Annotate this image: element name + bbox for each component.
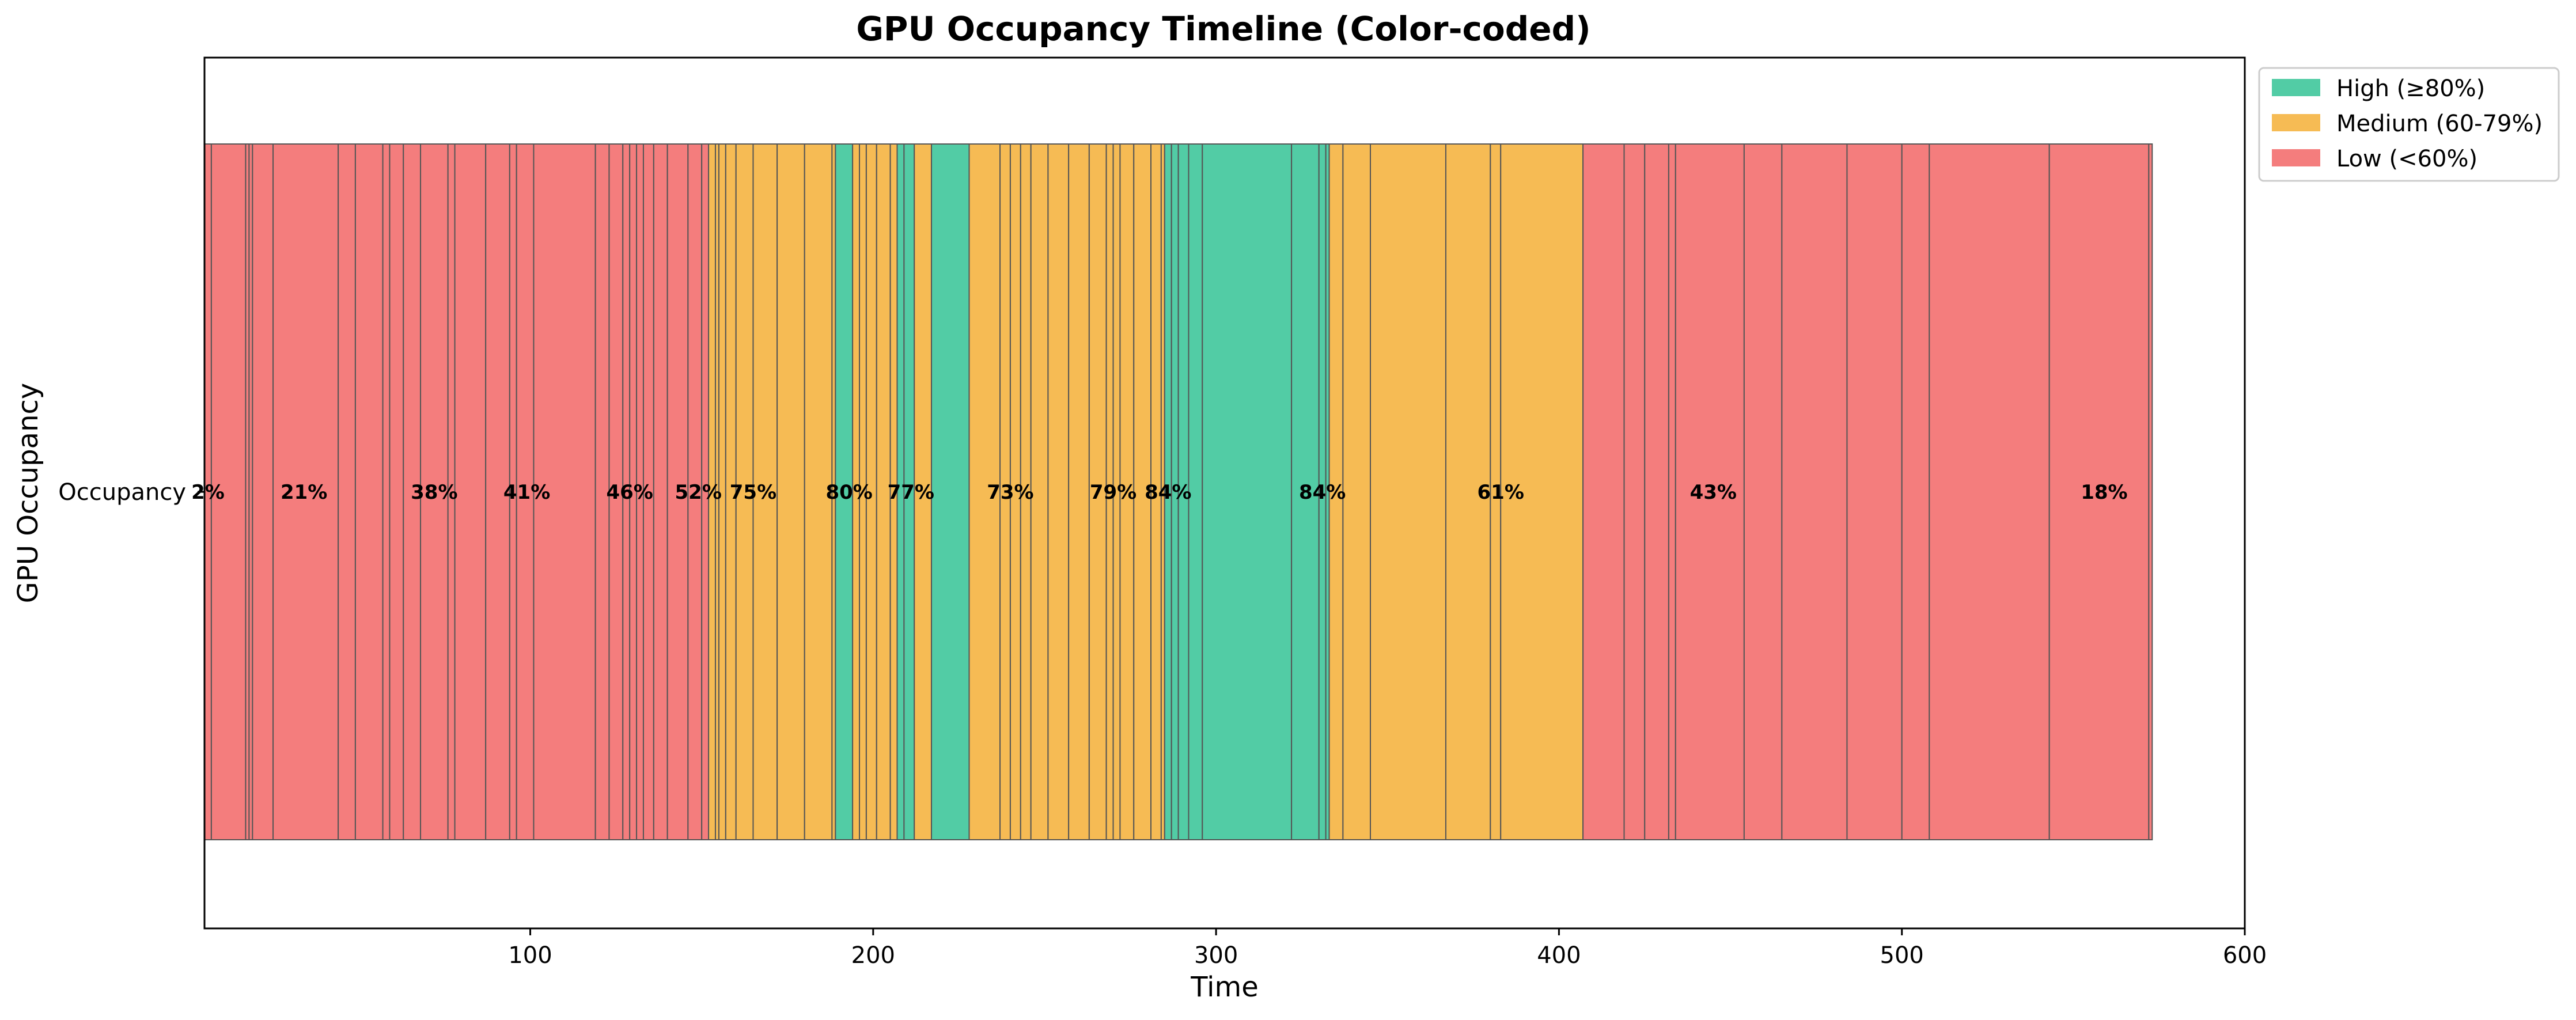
legend: High (≥80%) Medium (60-79%) Low (<60%) (2258, 67, 2560, 182)
occupancy-segment (666, 143, 689, 840)
segment-occupancy-label: 52% (675, 481, 722, 504)
occupancy-segment (931, 143, 970, 840)
legend-swatch-low (2272, 149, 2320, 166)
legend-label-low: Low (<60%) (2336, 146, 2477, 172)
occupancy-segment (1668, 143, 1676, 840)
segment-occupancy-label: 43% (1690, 481, 1737, 504)
occupancy-segments (204, 143, 2153, 840)
occupancy-segment (1133, 143, 1152, 840)
occupancy-segment (382, 143, 391, 840)
x-tick-label: 400 (1537, 942, 1581, 969)
occupancy-segment (2048, 143, 2150, 840)
occupancy-segment (968, 143, 1001, 840)
segment-occupancy-label: 77% (888, 481, 934, 504)
occupancy-segment (1901, 143, 1930, 840)
occupancy-segment (1929, 143, 2050, 840)
occupancy-segment (776, 143, 805, 840)
segment-occupancy-label: 80% (825, 481, 872, 504)
chart-title: GPU Occupancy Timeline (Color-coded) (856, 9, 1590, 48)
legend-swatch-high (2272, 79, 2320, 96)
occupancy-segment (1342, 143, 1371, 840)
segment-occupancy-label: 46% (606, 481, 653, 504)
segment-occupancy-label: 21% (281, 481, 327, 504)
occupancy-segment (1202, 143, 1293, 840)
occupancy-segment (252, 143, 274, 840)
x-tick-label: 300 (1194, 942, 1238, 969)
x-tick-label: 600 (2223, 942, 2267, 969)
y-category-label: Occupancy (58, 479, 186, 506)
segment-occupancy-label: 38% (411, 481, 457, 504)
legend-label-medium: Medium (60-79%) (2336, 111, 2543, 137)
occupancy-segment (1781, 143, 1848, 840)
occupancy-segment (272, 143, 339, 840)
occupancy-segment (454, 143, 487, 840)
occupancy-segment (533, 143, 596, 840)
occupancy-segment (2148, 143, 2153, 840)
occupancy-segment (1743, 143, 1783, 840)
legend-frame (2258, 67, 2560, 182)
segment-occupancy-label: 79% (1090, 481, 1137, 504)
occupancy-segment (1846, 143, 1903, 840)
segment-occupancy-label: 75% (730, 481, 776, 504)
x-tick-label: 200 (851, 942, 895, 969)
occupancy-segment (1644, 143, 1669, 840)
occupancy-segment (354, 143, 384, 840)
plot-area-frame (203, 56, 2246, 930)
x-tick-label: 100 (508, 942, 552, 969)
occupancy-segment (835, 143, 854, 840)
legend-label-high: High (≥80%) (2336, 75, 2485, 102)
segment-occupancy-label: 73% (987, 481, 1033, 504)
occupancy-segment (914, 143, 933, 840)
occupancy-segment (1088, 143, 1107, 840)
occupancy-segment (1047, 143, 1070, 840)
x-axis-label: Time (1190, 971, 1258, 1003)
occupancy-segment (1623, 143, 1646, 840)
occupancy-segment (1068, 143, 1090, 840)
occupancy-segment (804, 143, 833, 840)
occupancy-segment (653, 143, 668, 840)
x-tick-label: 500 (1880, 942, 1924, 969)
segment-occupancy-label: 61% (1478, 481, 1524, 504)
occupancy-segment (1030, 143, 1049, 840)
segment-labels: 2% 21% 38% 41% 46% 52% 75% 80% 77% 73% 79% 84% 84% 61… (191, 481, 2128, 504)
x-axis-ticks: 100 200 300 400 500 600 (508, 928, 2267, 969)
segment-occupancy-label: 84% (1299, 481, 1346, 504)
occupancy-segment (338, 143, 356, 840)
occupancy-segment (389, 143, 404, 840)
segment-occupancy-label: 84% (1145, 481, 1191, 504)
segment-occupancy-label: 18% (2081, 481, 2127, 504)
occupancy-segment (1500, 143, 1584, 840)
segment-occupancy-label: 41% (503, 481, 550, 504)
legend-swatch-medium (2272, 114, 2320, 131)
segment-occupancy-label: 2% (191, 481, 225, 504)
occupancy-segment (1445, 143, 1491, 840)
occupancy-segment (1582, 143, 1625, 840)
occupancy-segment (420, 143, 449, 840)
occupancy-segment (1370, 143, 1446, 840)
occupancy-segment (752, 143, 778, 840)
occupancy-segment (516, 143, 535, 840)
y-axis-label: GPU Occupancy (12, 383, 44, 604)
